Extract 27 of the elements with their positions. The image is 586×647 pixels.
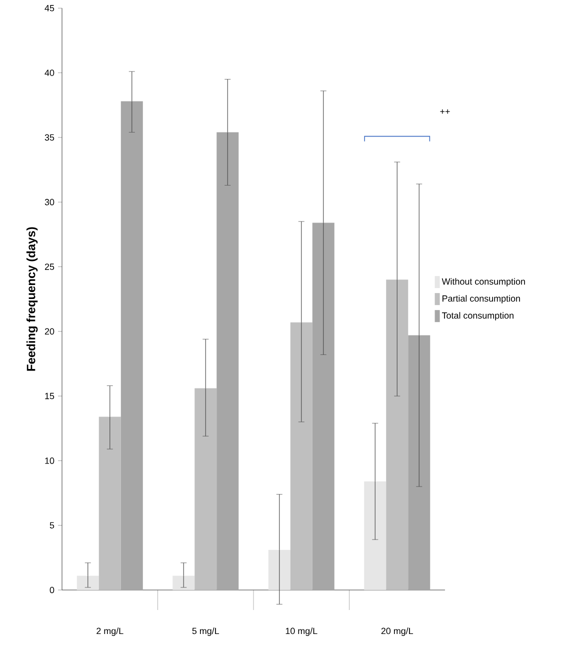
bar (194, 388, 217, 590)
bar (98, 416, 121, 590)
y-tick-label: 40 (44, 70, 54, 76)
legend-label: Without consumption (442, 278, 525, 286)
y-tick-label: 45 (44, 5, 54, 12)
bar (120, 101, 143, 590)
y-tick-label: 20 (44, 328, 54, 335)
y-tick-label: 30 (44, 198, 54, 206)
x-tick-label: 2 mg/L (96, 628, 124, 636)
legend-label: Partial consumption (442, 295, 520, 304)
x-tick-label: 20 mg/L (381, 628, 414, 636)
y-axis-title: Feeding frequency (days) (26, 227, 38, 371)
bar (386, 280, 408, 590)
y-tick-label: 10 (45, 458, 54, 464)
legend-label: Total consumption (442, 312, 514, 320)
y-tick-label: 0 (50, 586, 54, 594)
y-tick-label: 25 (44, 264, 54, 270)
y-tick-label: 5 (50, 522, 54, 528)
bar (312, 222, 334, 590)
y-tick-label: 15 (45, 392, 54, 400)
bar (268, 550, 290, 590)
x-tick-label: 10 mg/L (286, 628, 318, 636)
x-tick-label: 5 mg/L (192, 628, 220, 636)
bar (290, 322, 312, 590)
annotation: ++ (440, 109, 450, 114)
bar (216, 132, 239, 590)
y-tick-label: 35 (44, 134, 54, 141)
